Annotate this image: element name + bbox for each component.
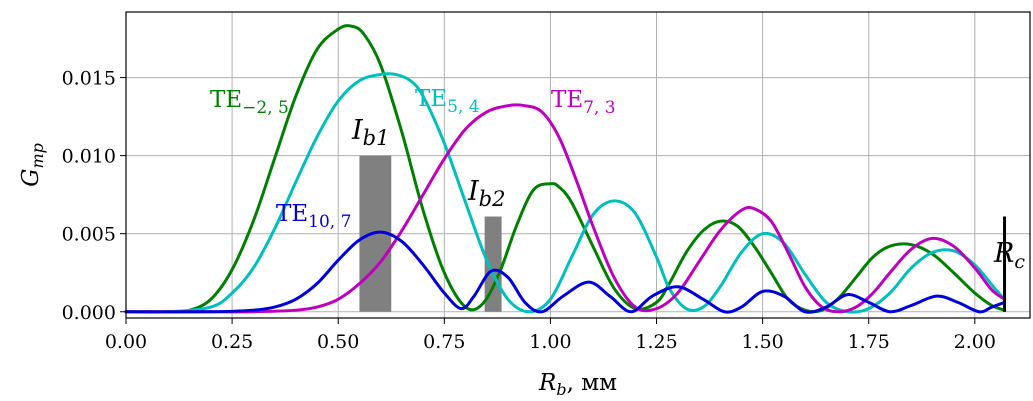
x-tick-label: 1.75 bbox=[848, 331, 890, 353]
series-label-sub: 7, 3 bbox=[583, 98, 615, 118]
x-tick-label: 0.00 bbox=[105, 331, 147, 353]
bar-label: Ib2 bbox=[467, 176, 505, 211]
y-ticks: 0.000 0.005 0.010 0.015 bbox=[62, 68, 126, 324]
y-tick-label: 0.015 bbox=[62, 68, 116, 90]
series-line bbox=[124, 24, 1007, 314]
series-label-sub: 10, 7 bbox=[308, 212, 351, 232]
y-axis-label-sub: mp bbox=[28, 143, 47, 168]
x-tick-label: 1.50 bbox=[741, 331, 783, 353]
x-tick-label: 1.25 bbox=[635, 331, 677, 353]
x-axis-label-main: R bbox=[538, 370, 556, 396]
curves bbox=[124, 24, 1007, 314]
y-tick-label: 0.010 bbox=[62, 146, 116, 168]
y-axis-label-main: G bbox=[18, 169, 44, 187]
bar-label-main: I bbox=[351, 115, 364, 146]
grid bbox=[125, 12, 1030, 318]
series-line bbox=[124, 103, 1007, 314]
plot-frame bbox=[125, 11, 1031, 319]
x-axis-label-unit: , мм bbox=[567, 370, 618, 396]
rc-label-main: R bbox=[993, 238, 1014, 269]
y-tick-label: 0.000 bbox=[62, 302, 116, 324]
series-label-main: TE bbox=[551, 87, 583, 113]
y-axis-label: Gmp bbox=[18, 143, 47, 187]
series-label: TE10, 7 bbox=[276, 201, 351, 232]
x-tick-label: 0.25 bbox=[211, 331, 253, 353]
x-tick-label: 1.00 bbox=[529, 331, 571, 353]
series-label-main: TE bbox=[415, 86, 447, 112]
x-tick-label: 0.50 bbox=[317, 331, 359, 353]
series-line bbox=[124, 230, 1007, 314]
bar-label: Ib1 bbox=[351, 115, 389, 150]
bar-label-main: I bbox=[467, 176, 480, 207]
rc-label: Rc bbox=[993, 238, 1025, 273]
x-axis-label: Rb, мм bbox=[538, 370, 617, 399]
series-label-sub: 5, 4 bbox=[447, 97, 479, 117]
rc-label-sub: c bbox=[1014, 251, 1025, 273]
bar-b2 bbox=[484, 216, 502, 312]
series-label-main: TE bbox=[210, 87, 242, 113]
x-ticks: 0.00 0.25 0.50 0.75 1.00 1.25 1.50 1.75 2.00 bbox=[105, 318, 996, 353]
series-label: TE5, 4 bbox=[415, 86, 480, 117]
bar-label-sub: b2 bbox=[479, 187, 506, 211]
series-label: TE7, 3 bbox=[551, 87, 616, 118]
series-label-main: TE bbox=[276, 201, 308, 227]
x-axis-label-sub: b bbox=[556, 380, 566, 399]
series-label-sub: −2, 5 bbox=[242, 98, 289, 118]
x-tick-label: 2.00 bbox=[954, 331, 996, 353]
x-tick-label: 0.75 bbox=[423, 331, 465, 353]
y-tick-label: 0.005 bbox=[62, 224, 116, 246]
series-label: TE−2, 5 bbox=[210, 87, 289, 118]
bar-label-sub: b1 bbox=[363, 126, 390, 150]
series-line bbox=[124, 72, 1007, 314]
